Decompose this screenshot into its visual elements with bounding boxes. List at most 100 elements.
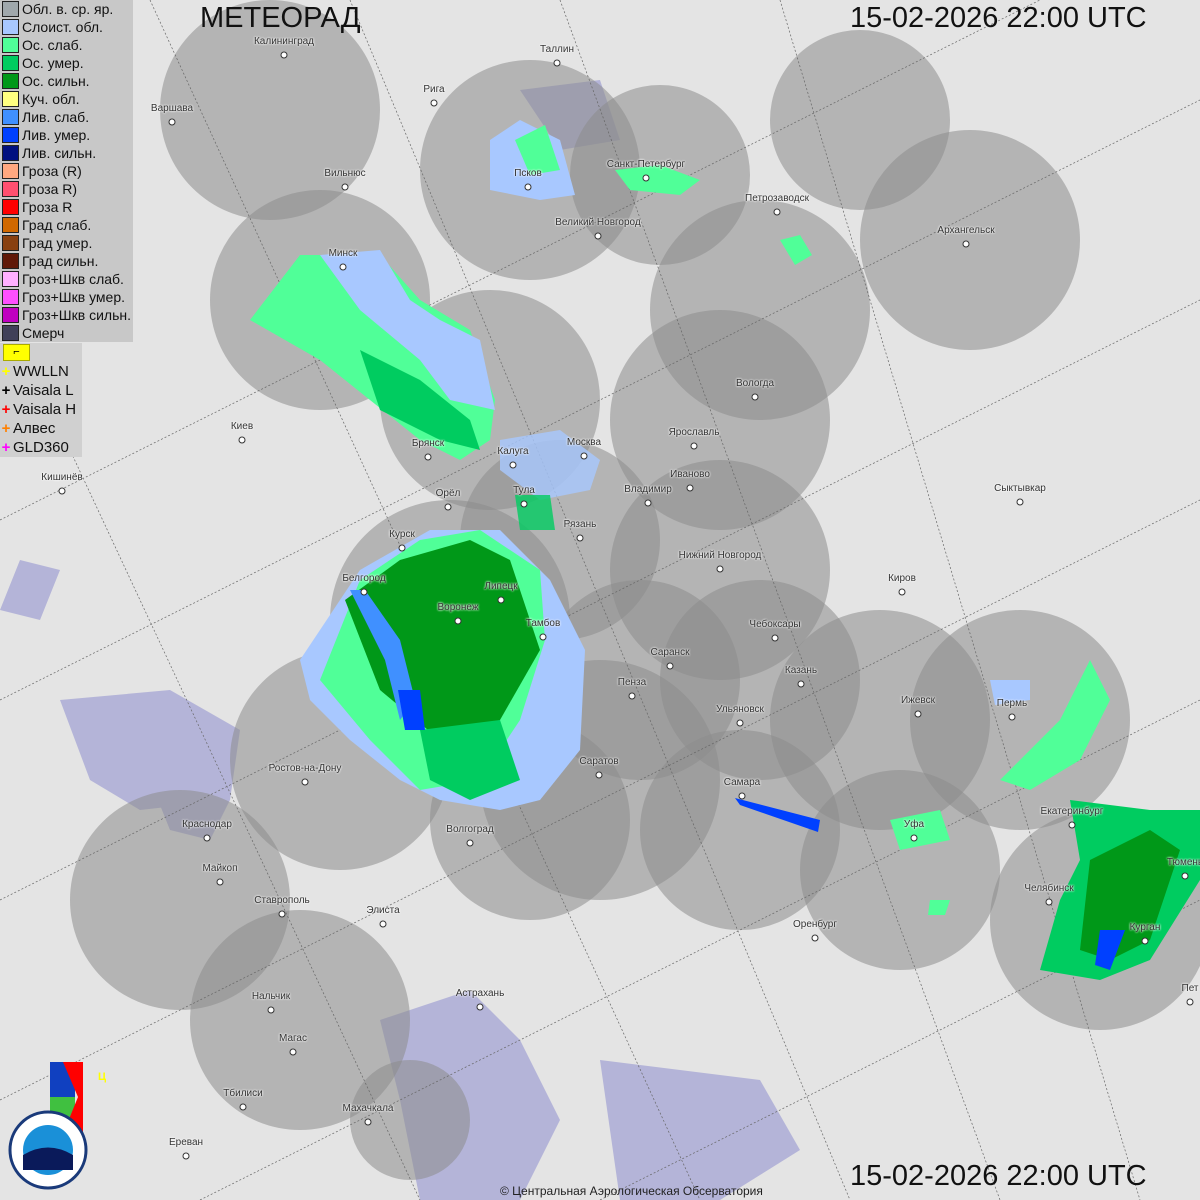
city-marker [301,778,309,786]
city-label: Тюмень [1166,857,1200,868]
legend-item: Гроз+Шкв умер. [0,288,133,306]
legend-swatch [2,91,19,107]
legend-label: Ос. умер. [22,55,84,71]
legend-swatch [2,19,19,35]
crosshair-icon: + [1,363,11,380]
city-marker [280,51,288,59]
city-label: Тула [513,485,535,496]
legend-item: Град сильн. [0,252,133,270]
legend-label: Гроз+Шкв умер. [22,289,126,305]
legend-item: Гроза (R) [0,162,133,180]
city-label: Краснодар [182,819,232,830]
legend-item: Куч. обл. [0,90,133,108]
city-label: Курск [389,529,415,540]
legend-label: Лив. сильн. [22,145,97,161]
legend-swatch [2,235,19,251]
city-label: Псков [514,168,542,179]
city-marker [1181,872,1189,880]
city-label: Варшава [150,103,194,114]
city-label: Уфа [903,819,925,830]
legend-swatch [2,163,19,179]
city-marker [238,436,246,444]
city-marker [1186,998,1194,1006]
crosshair-icon: + [1,382,11,399]
city-label: Нальчик [251,991,291,1002]
legend-swatch [2,253,19,269]
radar-circle [350,1060,470,1180]
legend-swatch [2,289,19,305]
city-label: Волгоград [446,824,494,835]
legend-label: Град сильн. [22,253,99,269]
city-label: Ярославль [668,427,720,438]
roshydromet-logo [8,1110,88,1190]
city-label: Москва [566,437,602,448]
legend-label: Лив. умер. [22,127,91,143]
crosshair-icon: + [1,401,11,418]
legend-item: Ос. сильн. [0,72,133,90]
legend-item: Лив. умер. [0,126,133,144]
flag-icon[interactable]: ⌐ [3,344,30,361]
legend-label: Гроз+Шкв сильн. [22,307,131,323]
city-marker [497,596,505,604]
logos: Ц [8,1062,106,1190]
city-label: Ростов-на-Дону [268,763,342,774]
city-label: Саратов [579,756,619,767]
city-label: Элиста [366,905,400,916]
legend-label: Ос. слаб. [22,37,83,53]
legend-label: Ос. сильн. [22,73,90,89]
radar-circle [190,910,410,1130]
legend-label: Гроз+Шкв слаб. [22,271,124,287]
lightning-source-label: Алвес [13,420,56,437]
city-label: Нижний Новгород [678,550,762,561]
legend-label: Слоист. обл. [22,19,103,35]
lightning-source-item: + Vaisala L [0,381,82,400]
city-marker [773,208,781,216]
city-label: Таллин [540,44,574,55]
legend-label: Обл. в. ср. яр. [22,1,114,17]
city-label: Рига [423,84,445,95]
copyright: © Центральная Аэрологическая Обсерватори… [500,1184,763,1198]
city-label: Ереван [168,1137,204,1148]
city-marker [576,534,584,542]
city-marker [182,1152,190,1160]
lightning-source-item: + Vaisala H [0,400,82,419]
legend-label: Гроза R [22,199,73,215]
city-label: Ижевск [900,695,936,706]
city-label: Пет [1181,983,1199,994]
legend-item: Гроз+Шкв слаб. [0,270,133,288]
radar-circle [860,130,1080,350]
city-marker [216,878,224,886]
timestamp-bottom: 15-02-2026 22:00 UTC [850,1160,1147,1192]
legend-label: Куч. обл. [22,91,80,107]
city-label: Киев [230,421,254,432]
legend-swatch [2,199,19,215]
legend-swatch [2,307,19,323]
legend-item: Слоист. обл. [0,18,133,36]
city-marker [1068,821,1076,829]
legend-swatch [2,271,19,287]
lightning-source-label: GLD360 [13,439,69,456]
lightning-source-label: WWLLN [13,363,69,380]
city-label: Казань [784,665,818,676]
city-label: Майкоп [202,863,238,874]
city-label: Орёл [435,488,461,499]
legend-swatch [2,37,19,53]
city-marker [686,484,694,492]
city-marker [962,240,970,248]
legend-swatch [2,127,19,143]
city-marker [644,499,652,507]
legend-label: Смерч [22,325,65,341]
city-label: Оренбург [792,919,838,930]
city-label: Владимир [624,484,672,495]
city-label: Саранск [650,647,690,658]
legend-item: Обл. в. ср. яр. [0,0,133,18]
city-marker [797,680,805,688]
city-marker [910,834,918,842]
city-marker [1008,713,1016,721]
city-marker [168,118,176,126]
legend-swatch [2,1,19,17]
city-marker [738,792,746,800]
city-label: Калининград [253,36,315,47]
city-marker [58,487,66,495]
